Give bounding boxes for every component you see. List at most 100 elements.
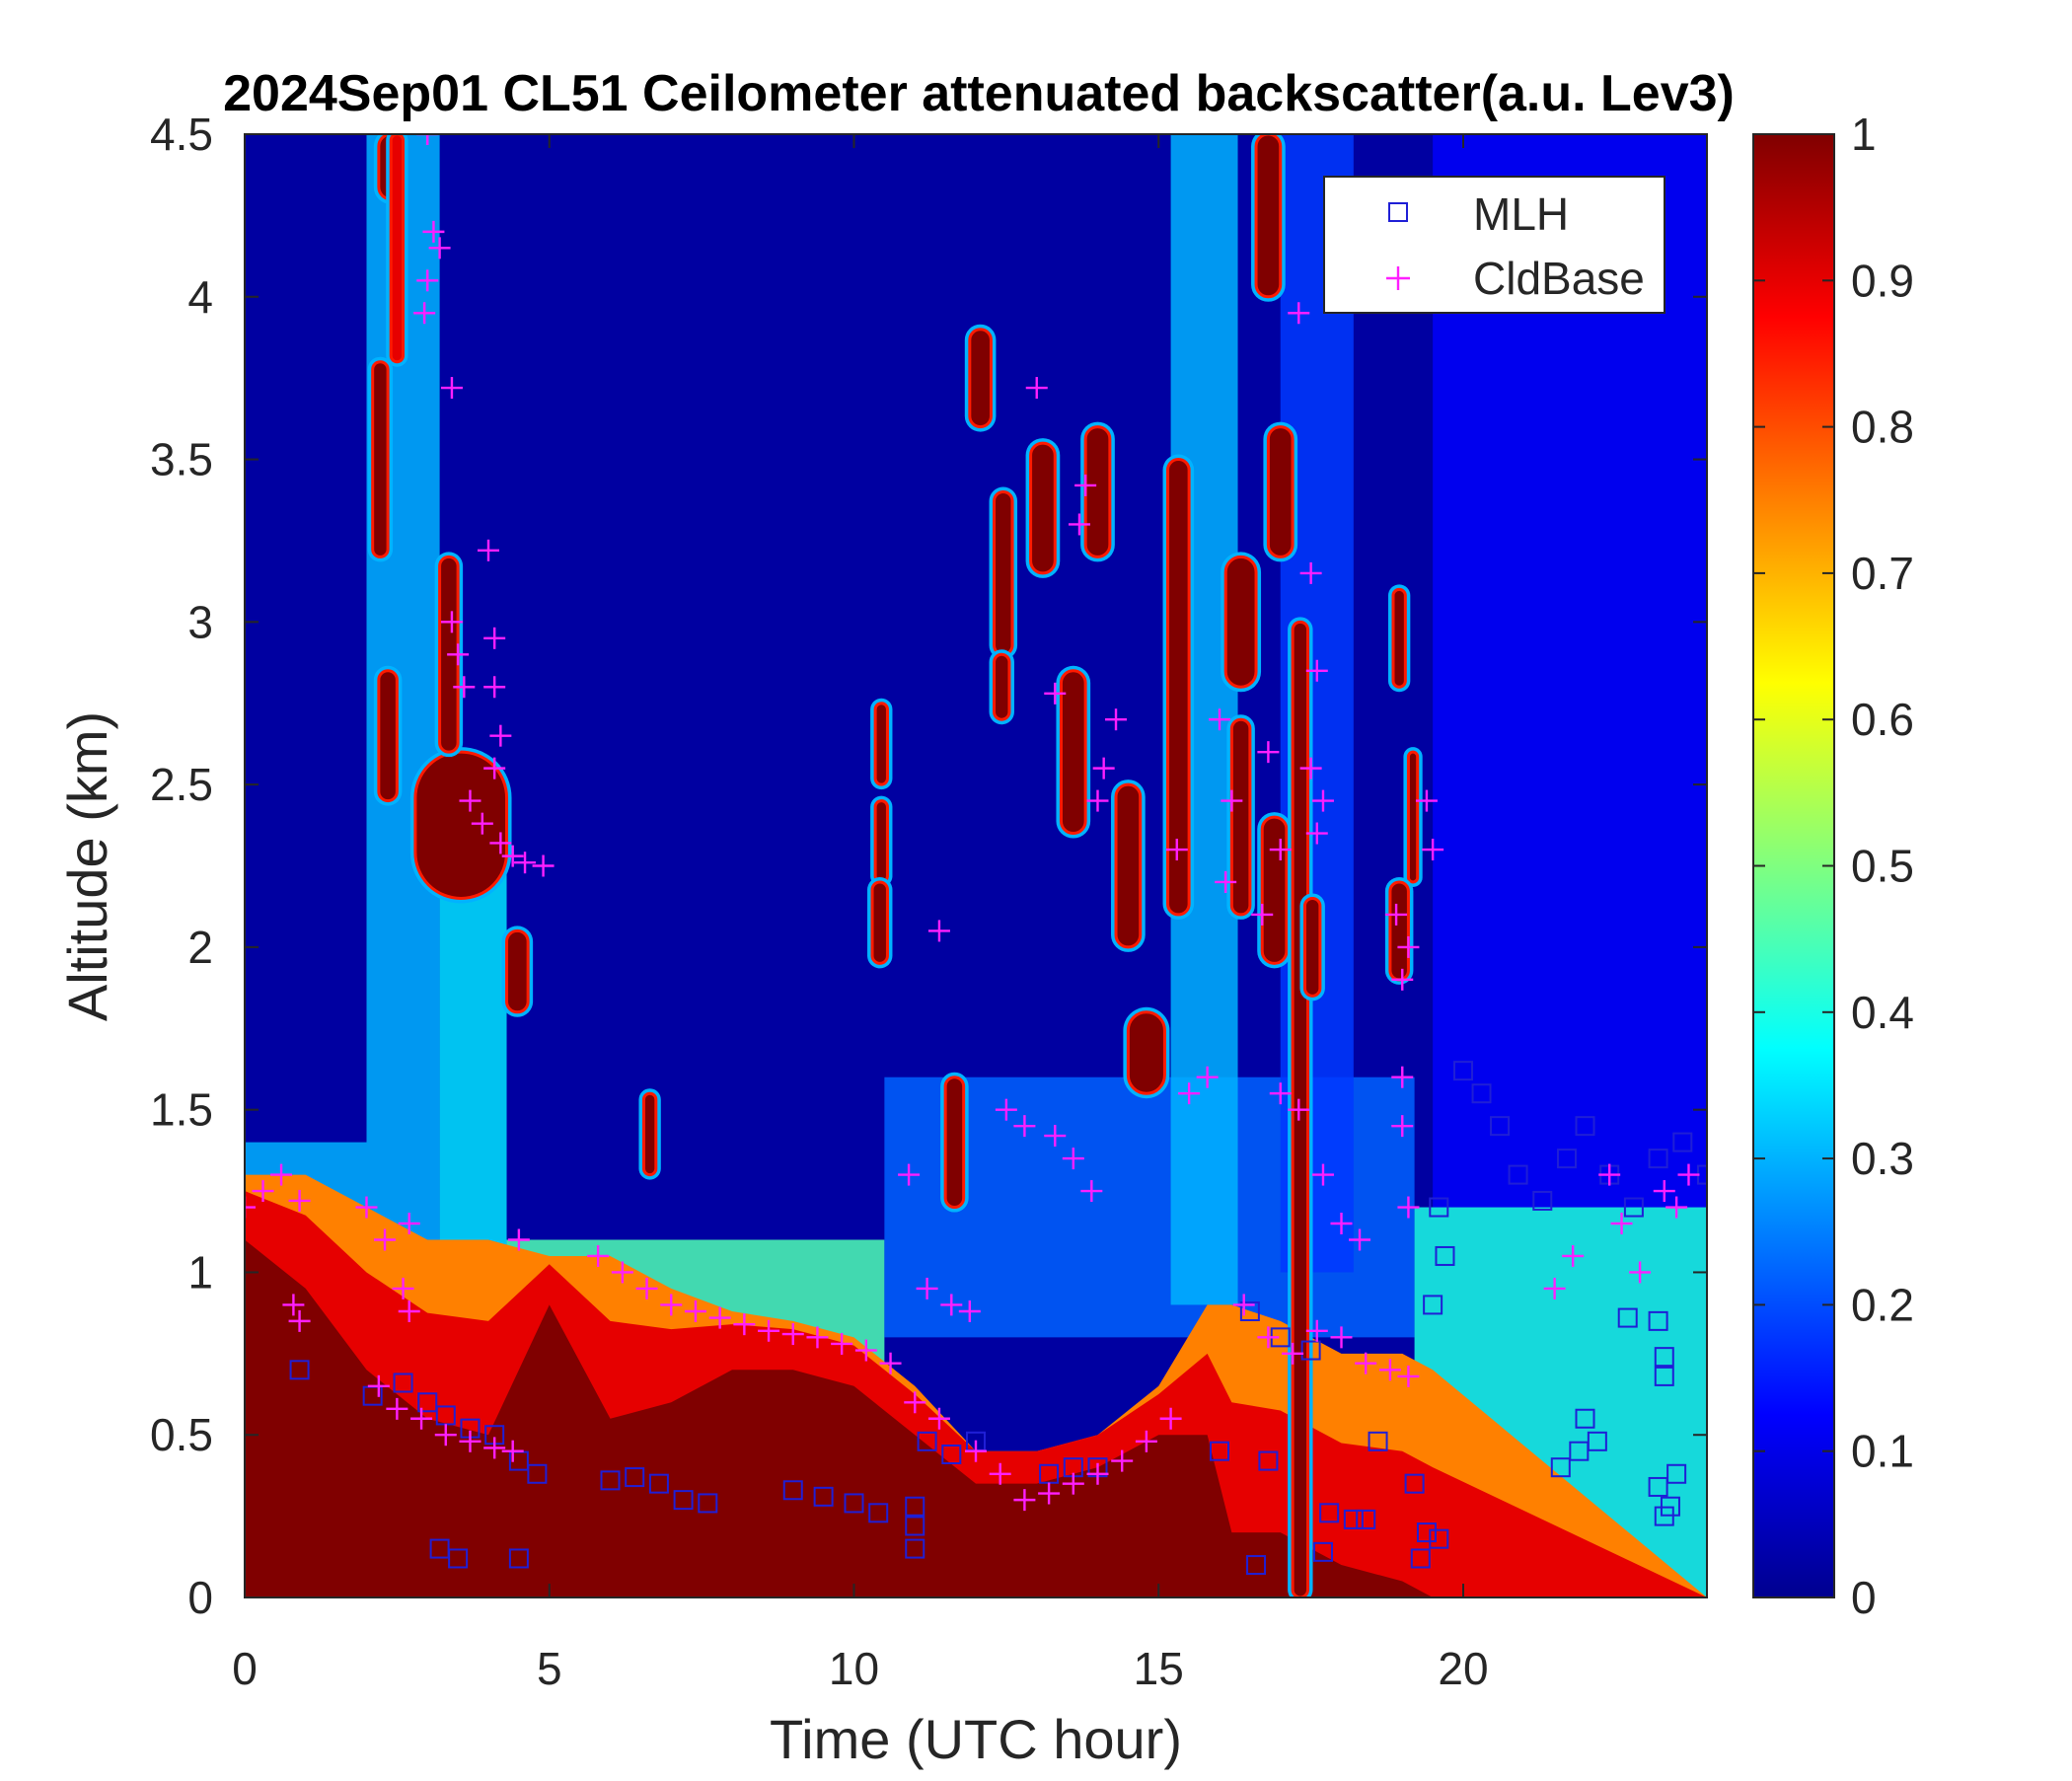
cldbase-point xyxy=(1044,682,1067,705)
cldbase-point xyxy=(1653,1180,1675,1203)
mlh-point xyxy=(1471,1083,1492,1104)
cldbase-point xyxy=(398,1213,420,1235)
mlh-point xyxy=(905,1496,925,1517)
mlh-point xyxy=(905,1538,925,1559)
cloud-patch xyxy=(1059,669,1087,836)
cldbase-point xyxy=(453,676,476,699)
cloud-patch xyxy=(1260,815,1289,965)
mlh-point xyxy=(625,1467,645,1488)
cldbase-point xyxy=(927,920,950,942)
x-tick-label: 5 xyxy=(537,1643,562,1694)
mlh-point xyxy=(1429,1528,1449,1549)
y-tick-label: 2 xyxy=(187,922,213,973)
cloud-patch xyxy=(1166,458,1191,917)
mlh-point xyxy=(917,1431,937,1451)
cldbase-point xyxy=(483,757,506,779)
cloud-patch xyxy=(873,799,889,884)
cldbase-point xyxy=(1221,789,1243,812)
mlh-point xyxy=(1672,1132,1693,1152)
cldbase-point xyxy=(1062,1148,1084,1170)
cldbase-point xyxy=(1397,1365,1420,1387)
mlh-point xyxy=(868,1503,889,1523)
cldbase-point xyxy=(1311,789,1334,812)
cldbase-point xyxy=(1311,1163,1334,1186)
y-tick-label: 3 xyxy=(187,596,213,647)
cldbase-point xyxy=(471,812,493,835)
cldbase-point xyxy=(1086,789,1109,812)
x-tick-label: 20 xyxy=(1438,1643,1488,1694)
colorbar-tick-label: 0 xyxy=(1851,1572,1877,1623)
mlh-point xyxy=(1508,1164,1528,1185)
cloud-patch xyxy=(1254,134,1283,299)
cldbase-point xyxy=(252,1180,274,1203)
cloud-patch xyxy=(1083,425,1112,558)
cldbase-point xyxy=(1665,1196,1688,1219)
cldbase-point xyxy=(1111,1449,1134,1472)
cldbase-point xyxy=(1305,1319,1328,1342)
cldbase-point xyxy=(898,1163,921,1186)
cldbase-point xyxy=(1044,1125,1067,1148)
cldbase-point xyxy=(1092,757,1115,779)
cldbase-point xyxy=(428,237,451,260)
cldbase-point xyxy=(410,1407,433,1430)
mlh-point xyxy=(1246,1555,1267,1576)
mlh-point xyxy=(1423,1295,1443,1315)
cldbase-point xyxy=(1391,1115,1414,1138)
cldbase-point xyxy=(398,1299,420,1322)
mlh-point xyxy=(1575,1116,1595,1137)
cloud-patch xyxy=(377,669,399,803)
cldbase-point xyxy=(374,1228,397,1251)
cldbase-point xyxy=(245,1196,256,1219)
mlh-point xyxy=(1617,1307,1638,1328)
mlh-point xyxy=(1532,1190,1553,1211)
cldbase-point xyxy=(1677,1163,1700,1186)
cldbase-point xyxy=(781,1323,804,1346)
mlh-point xyxy=(1666,1463,1687,1484)
cloud-patch xyxy=(505,928,530,1014)
mlh-point xyxy=(1429,1197,1449,1218)
colorbar-tick-label: 0.9 xyxy=(1851,255,1914,306)
mlh-point xyxy=(1575,1408,1595,1429)
cloud-patch xyxy=(968,328,993,429)
cldbase-point xyxy=(1209,708,1230,731)
y-tick-label: 1 xyxy=(187,1246,213,1298)
mlh-point xyxy=(289,1360,310,1380)
cldbase-point xyxy=(1355,1352,1377,1374)
cldbase-point xyxy=(507,1228,530,1251)
mlh-point xyxy=(393,1373,413,1393)
mlh-point xyxy=(844,1493,864,1514)
cloud-patch xyxy=(870,880,889,965)
cldbase-point xyxy=(684,1299,706,1322)
mlh-point xyxy=(1453,1061,1473,1081)
cldbase-point xyxy=(1282,1342,1304,1365)
cldbase-point xyxy=(831,1332,853,1355)
legend-marker-mlh xyxy=(1388,202,1408,222)
cldbase-point xyxy=(1288,302,1310,325)
cldbase-point xyxy=(288,1309,311,1332)
y-tick-label: 1.5 xyxy=(150,1084,213,1136)
y-tick-label: 3.5 xyxy=(150,434,213,485)
cloud-patch xyxy=(1388,880,1410,982)
cldbase-point xyxy=(478,539,499,561)
cloud-patch xyxy=(1391,587,1407,689)
mlh-point xyxy=(1300,1340,1321,1361)
colorbar-tick-label: 0.1 xyxy=(1851,1426,1914,1477)
cloud-patch xyxy=(1302,896,1322,998)
plot-frame xyxy=(244,133,1708,1598)
mlh-point xyxy=(1623,1197,1644,1218)
cloud-patch xyxy=(1114,782,1143,949)
cldbase-point xyxy=(611,1261,633,1284)
cldbase-point xyxy=(489,832,512,854)
legend-marker-cldbase xyxy=(1386,266,1410,290)
x-axis: 0 5 10 15 20 xyxy=(232,134,1489,1694)
cloud-patch xyxy=(1126,1010,1166,1095)
cldbase-point xyxy=(1378,1359,1401,1381)
y-tick-label: 2.5 xyxy=(150,759,213,810)
colorbar-tick-label: 0.6 xyxy=(1851,694,1914,745)
y-tick-label: 0 xyxy=(187,1572,213,1623)
cldbase-point xyxy=(927,1407,950,1430)
mlh-point xyxy=(782,1480,803,1501)
cldbase-point xyxy=(1074,474,1097,496)
cldbase-point xyxy=(1415,789,1438,812)
